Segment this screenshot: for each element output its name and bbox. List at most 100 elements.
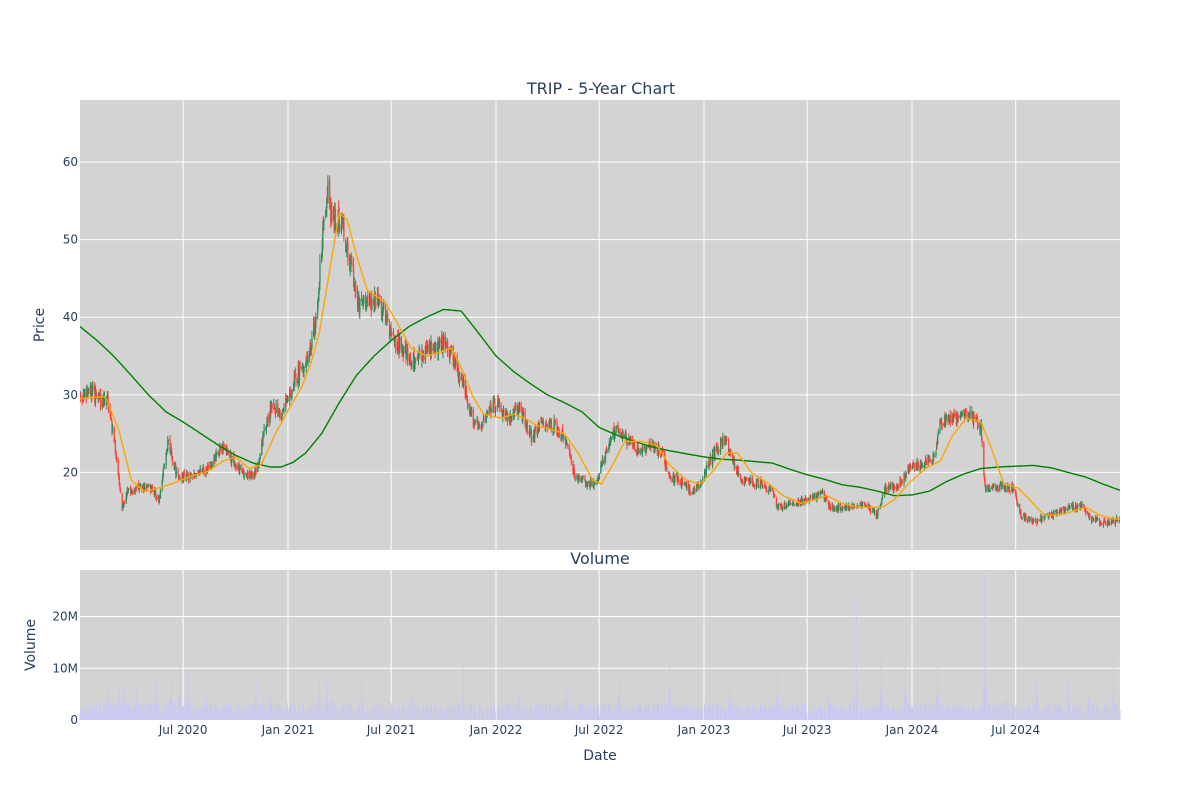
volume-bar [561,711,563,720]
candle-down [145,484,147,489]
candle-down [909,463,911,469]
volume-bar [370,713,372,720]
volume-bar [219,708,221,720]
volume-bar [621,708,623,720]
candle-down [929,460,931,462]
price-y-tick-label: 30 [63,388,78,402]
volume-bar [776,696,778,720]
volume-bar [1110,710,1112,720]
volume-bar [981,711,983,720]
volume-bar [532,708,534,720]
volume-bar [465,712,467,720]
volume-bar [614,711,616,720]
volume-bar [586,707,588,720]
volume-bar [781,707,783,720]
volume-bar [457,704,459,720]
volume-bar [115,709,117,720]
volume-bar [540,703,542,720]
volume-bar [1051,713,1053,720]
volume-bar [105,704,107,720]
candle-down [872,507,874,510]
volume-bar [1032,709,1034,720]
volume-bar [429,705,431,720]
candle-up [496,405,498,410]
volume-bar [342,713,344,720]
volume-bar [434,703,436,720]
volume-bar [243,710,245,720]
volume-bar [522,714,524,720]
x-tick-label: Jan 2022 [469,723,523,737]
long-moving-average-line [80,308,1120,497]
volume-bar [943,705,945,720]
price-plot-background [80,100,1120,550]
volume-bar [190,703,192,720]
volume-bar [961,702,963,720]
candle-down [151,486,154,491]
volume-bar [773,705,775,720]
candle-up [770,487,772,491]
volume-bar [596,702,598,720]
candle-up [163,466,165,470]
volume-bar [1106,707,1108,720]
volume-bar [763,705,765,720]
volume-bar [730,701,732,720]
volume-bar [170,697,172,720]
volume-bar [506,703,508,720]
candle-up [992,486,995,489]
volume-bar [521,709,523,720]
volume-bar [734,711,736,720]
candle-down [400,337,403,348]
volume-bar [766,709,768,720]
volume-bar [301,711,303,720]
volume-bar [299,703,301,720]
volume-bar [920,704,922,720]
volume-bar [823,707,825,720]
volume-bar [313,703,315,720]
volume-bar [1073,703,1075,720]
volume-bar [137,704,139,720]
candle-down [295,377,297,383]
volume-bar [142,706,144,720]
volume-bar [908,712,910,720]
volume-bar [770,704,772,720]
volume-bar [873,705,875,720]
volume-bar [992,703,994,720]
candle-down [849,506,852,508]
volume-bar [214,712,216,720]
volume-bar [697,703,699,720]
candle-down [839,503,841,511]
candle-down [1087,512,1089,514]
volume-bar [992,712,994,720]
candle-down [562,433,564,439]
volume-bar [1052,711,1054,720]
volume-bar [349,703,351,720]
x-tick-label: Jul 2024 [990,723,1040,737]
volume-bar [781,704,783,720]
volume-bar [801,710,803,720]
volume-bar [376,703,378,720]
candle-up [162,476,164,482]
candle-down [761,482,763,487]
volume-bar [163,705,165,720]
volume-bar [1004,701,1006,720]
volume-bar [857,698,859,720]
candle-up [877,508,880,510]
volume-bar [247,702,249,720]
candle-down [375,302,377,307]
volume-bar [115,709,117,720]
candle-up [133,490,135,493]
volume-bar [251,704,253,720]
volume-bar [386,711,388,720]
volume-bar [693,713,695,720]
volume-bar [797,705,799,720]
volume-bar [209,711,211,720]
volume-bar [514,704,516,720]
volume-bar [513,707,515,720]
volume-bar [357,712,359,720]
candle-up [439,338,441,343]
volume-bar [81,706,83,720]
volume-bar [191,711,193,720]
volume-bar [939,707,941,720]
volume-bar [287,709,289,720]
volume-bar [134,702,136,720]
